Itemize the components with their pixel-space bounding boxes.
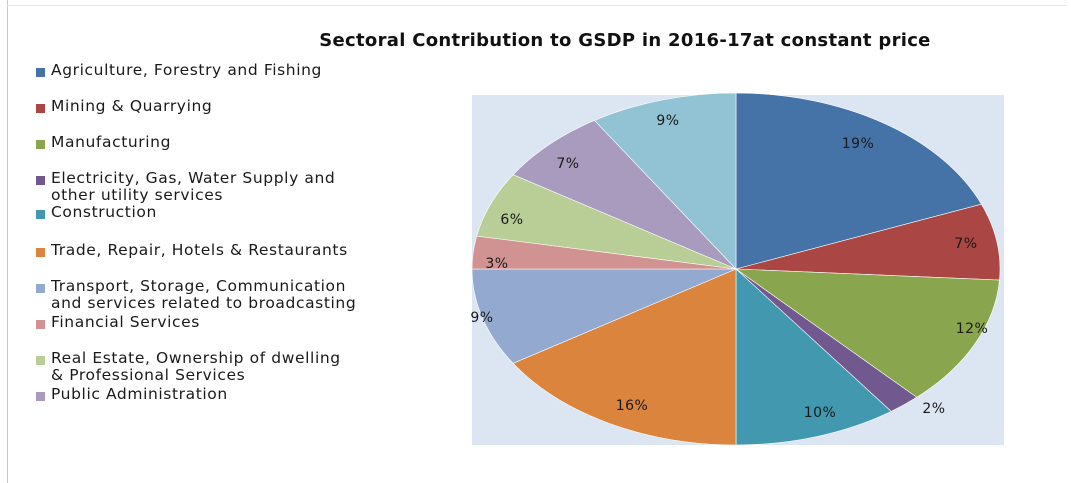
- legend-swatch: [36, 356, 45, 365]
- legend-item: Agriculture, Forestry and Fishing: [36, 62, 322, 79]
- slice-label: 19%: [842, 136, 875, 152]
- legend-item: Mining & Quarrying: [36, 98, 212, 115]
- slice-label: 7%: [556, 156, 579, 172]
- legend-swatch: [36, 176, 45, 185]
- legend-swatch: [36, 392, 45, 401]
- legend-swatch: [36, 68, 45, 77]
- legend-swatch: [36, 320, 45, 329]
- legend-item: Public Administration: [36, 386, 228, 403]
- slice-label: 7%: [954, 236, 977, 252]
- legend-label: Trade, Repair, Hotels & Restaurants: [51, 241, 348, 259]
- slice-label: 3%: [485, 256, 508, 272]
- pie-slice: [512, 120, 737, 270]
- pie-slice: [735, 203, 1001, 281]
- slice-label: 9%: [470, 310, 493, 326]
- legend-label: Manufacturing: [51, 133, 172, 151]
- pie-slice: [471, 268, 737, 364]
- slice-label: 16%: [616, 398, 649, 414]
- pie-slice: [734, 268, 1000, 398]
- legend-label: Electricity, Gas, Water Supply and other…: [51, 169, 336, 204]
- slice-label: 12%: [956, 321, 989, 337]
- legend-label: Construction: [51, 203, 157, 221]
- left-border: [7, 0, 8, 483]
- legend-label: Mining & Quarrying: [51, 97, 213, 115]
- legend-item: Trade, Repair, Hotels & Restaurants: [36, 242, 348, 259]
- slice-label: 10%: [804, 405, 837, 421]
- legend-item: Manufacturing: [36, 134, 171, 151]
- legend-swatch: [36, 248, 45, 257]
- legend-swatch: [36, 140, 45, 149]
- legend-label: Public Administration: [51, 385, 228, 403]
- legend-swatch: [36, 210, 45, 219]
- legend-label: Transport, Storage, Communication and se…: [51, 277, 357, 312]
- legend-swatch: [36, 284, 45, 293]
- pie-slice: [735, 268, 892, 446]
- top-border: [7, 5, 1067, 6]
- legend-item: Financial Services: [36, 314, 200, 331]
- chart-title: Sectoral Contribution to GSDP in 2016-17…: [319, 30, 931, 51]
- legend-label: Real Estate, Ownership of dwelling & Pro…: [51, 349, 341, 384]
- pie-slice: [512, 268, 737, 446]
- legend-label: Agriculture, Forestry and Fishing: [51, 61, 322, 79]
- legend-swatch: [36, 104, 45, 113]
- slice-label: 2%: [922, 401, 945, 417]
- legend-item: Construction: [36, 204, 157, 221]
- legend-label: Financial Services: [51, 313, 200, 331]
- pie-slice: [735, 92, 982, 270]
- legend-item: Transport, Storage, Communication and se…: [36, 278, 356, 312]
- pie-slice: [594, 92, 737, 270]
- slice-label: 6%: [500, 212, 523, 228]
- legend-item: Real Estate, Ownership of dwelling & Pro…: [36, 350, 341, 384]
- slice-label: 9%: [656, 113, 679, 129]
- legend-item: Electricity, Gas, Water Supply and other…: [36, 170, 335, 204]
